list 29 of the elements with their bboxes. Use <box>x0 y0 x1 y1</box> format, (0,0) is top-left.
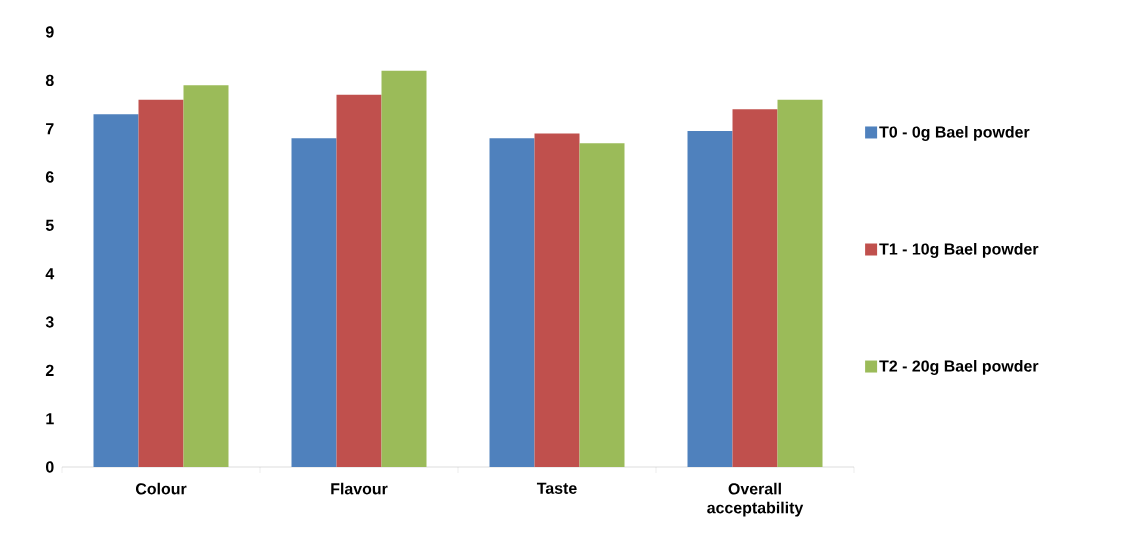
bar <box>777 99 823 467</box>
legend-label: T2 - 20g Bael powder <box>879 360 1039 375</box>
y-tick-label: 0 <box>45 461 54 473</box>
x-tick-label: Taste <box>536 482 577 494</box>
y-tick-label: 7 <box>46 123 54 135</box>
y-tick-label: 8 <box>45 74 54 86</box>
y-tick-label: 3 <box>45 316 54 328</box>
bar <box>93 114 139 467</box>
y-tick-label: 5 <box>45 219 54 231</box>
x-tick-label: Overall acceptability <box>707 482 804 517</box>
bar <box>336 94 382 467</box>
y-tick-label: 1 <box>46 413 54 425</box>
y-tick-label: 4 <box>45 268 55 280</box>
y-tick-label: 6 <box>45 171 54 183</box>
bar <box>291 138 337 467</box>
x-tick-label: Flavour <box>331 482 388 495</box>
x-tick-label: Colour <box>135 482 187 495</box>
bar <box>138 99 184 467</box>
bar <box>732 109 778 467</box>
legend-label: T0 - 0g Bael powder <box>879 125 1030 141</box>
bar <box>183 85 229 467</box>
legend-label: T1 - 10g Bael powder <box>879 242 1039 258</box>
bar <box>381 70 427 467</box>
y-tick-label: 2 <box>45 364 54 376</box>
bar <box>534 133 580 467</box>
bar <box>579 143 625 467</box>
bar <box>687 131 733 467</box>
y-tick-label: 9 <box>45 26 54 38</box>
bar <box>489 138 535 467</box>
